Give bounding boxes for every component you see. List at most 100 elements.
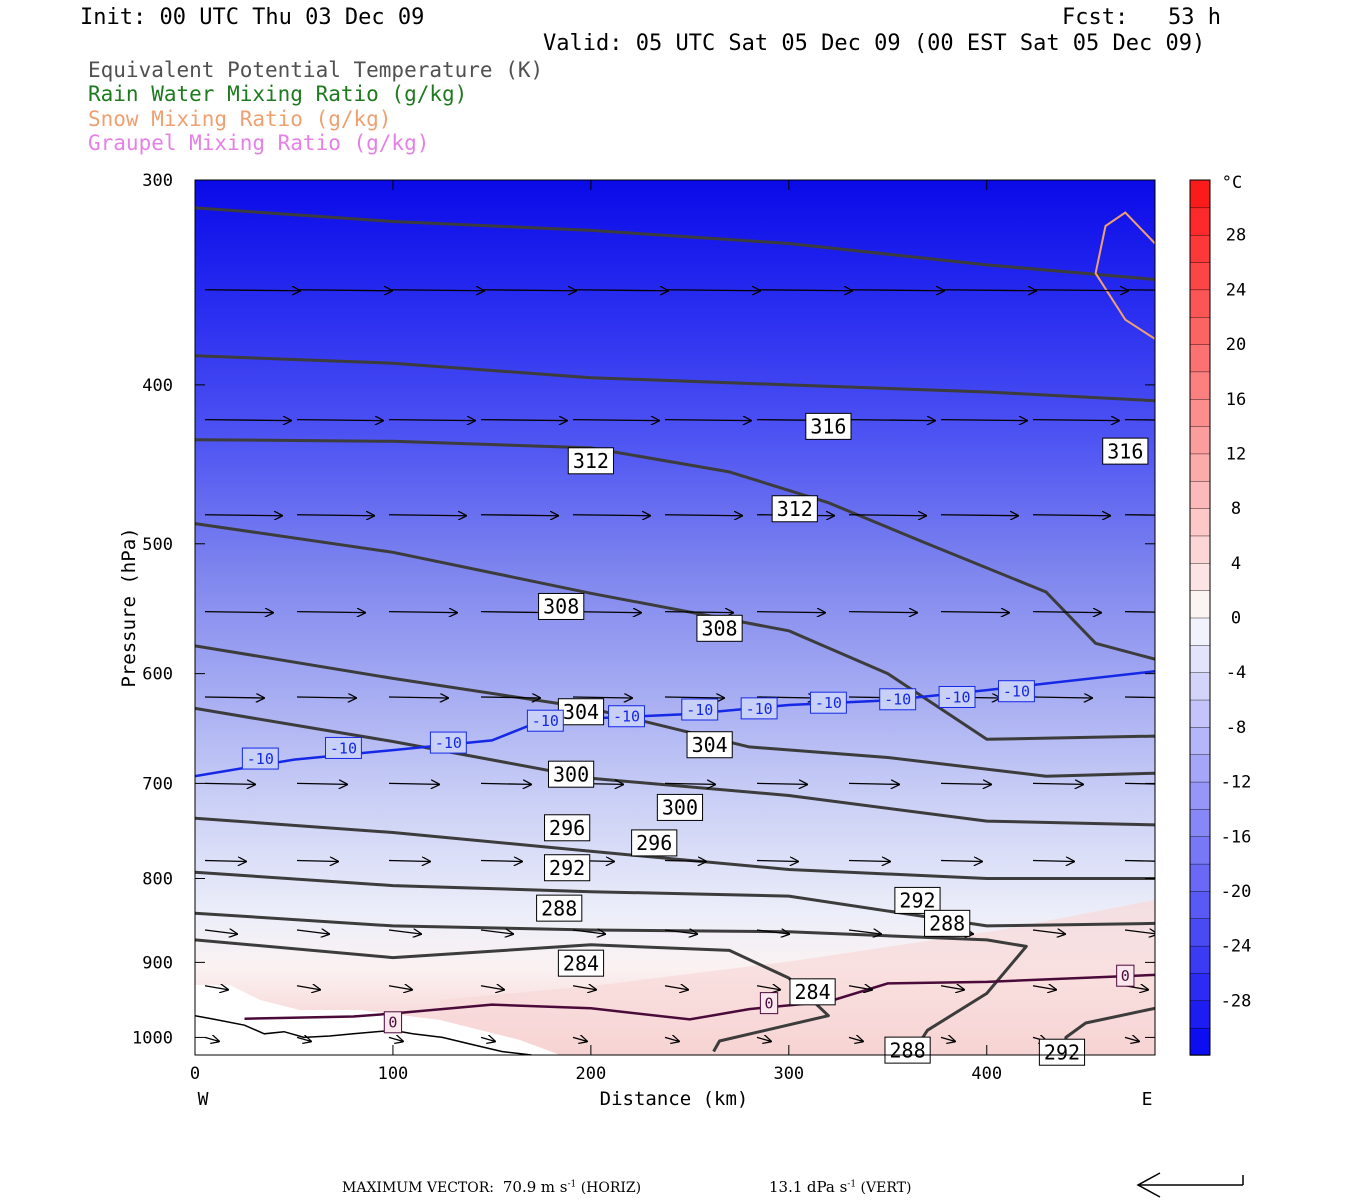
wind-vector bbox=[480, 860, 522, 861]
zero-isotherm-label: 0 bbox=[383, 1011, 403, 1034]
wind-vector bbox=[1124, 514, 1155, 516]
wind-vector bbox=[572, 290, 668, 291]
theta-e-label-288-text: 288 bbox=[929, 912, 965, 936]
colorbar-cell bbox=[1189, 425, 1211, 455]
colorbar-label: -24 bbox=[1221, 937, 1252, 957]
vert-unit: dPa s bbox=[806, 1178, 848, 1196]
zero-isotherm-label: 0 bbox=[759, 992, 779, 1015]
colorbar-cell bbox=[1189, 562, 1211, 591]
wind-vector bbox=[1032, 860, 1074, 861]
theta-e-label-296-text: 296 bbox=[636, 831, 672, 855]
wind-vector bbox=[848, 612, 917, 613]
wind-vector bbox=[572, 612, 641, 613]
minus10-isotherm-label: -10 bbox=[325, 736, 362, 759]
wind-vector bbox=[848, 783, 899, 784]
wind-vector bbox=[388, 930, 421, 934]
theta-e-label-316-text: 316 bbox=[810, 415, 846, 439]
wind-vector bbox=[388, 515, 466, 516]
zero-isotherm-label-box bbox=[759, 992, 779, 1015]
wind-vector bbox=[664, 515, 742, 516]
wind-vector bbox=[388, 420, 475, 421]
wind-vector bbox=[664, 860, 706, 861]
wind-vector bbox=[1124, 1037, 1139, 1041]
colorbar-label: -20 bbox=[1221, 882, 1252, 902]
wind-vector bbox=[204, 783, 255, 784]
wind-vector bbox=[940, 986, 964, 990]
minus10-isotherm-label-box bbox=[997, 680, 1035, 703]
colorbar-cell bbox=[1189, 289, 1211, 318]
wind-vector bbox=[480, 515, 558, 516]
wind-vector bbox=[480, 420, 567, 421]
theta-e-label-288-text: 288 bbox=[890, 1038, 926, 1062]
init-time: Init: 00 UTC Thu 03 Dec 09 bbox=[80, 5, 425, 30]
legend-theta-e: Equivalent Potential Temperature (K) bbox=[88, 58, 544, 82]
wind-vector bbox=[848, 930, 881, 934]
theta-e-label-300: 300 bbox=[656, 793, 704, 821]
theta-e-label-292-box bbox=[1038, 1038, 1086, 1066]
colorbar-frame bbox=[1189, 179, 1211, 1056]
wind-vector bbox=[296, 783, 347, 784]
max-vector-label: MAXIMUM VECTOR: bbox=[342, 1180, 494, 1196]
theta-e-304-contour bbox=[195, 644, 1155, 778]
horiz-unit-exp: -1 bbox=[567, 1179, 577, 1190]
wind-vector bbox=[664, 783, 715, 784]
x-axis-label: Distance (km) bbox=[600, 1088, 749, 1110]
wind-vector bbox=[480, 290, 576, 291]
wind-vector bbox=[296, 290, 392, 291]
colorbar-unit: °C bbox=[1222, 173, 1242, 193]
colorbar-label: 20 bbox=[1226, 335, 1246, 355]
theta-e-288-contour bbox=[195, 911, 1028, 1055]
wind-vector bbox=[572, 420, 659, 421]
wind-vector bbox=[1032, 930, 1065, 934]
vert-tag: (VERT) bbox=[860, 1180, 912, 1196]
minus10-isotherm-label-box bbox=[809, 691, 847, 714]
wind-vector bbox=[664, 1037, 679, 1041]
wind-vector bbox=[940, 612, 1009, 613]
theta-e-label-308-box bbox=[538, 592, 585, 620]
wind-vector bbox=[940, 783, 991, 784]
x-tick-label: 0 bbox=[190, 1064, 200, 1084]
colorbar-cell bbox=[1189, 343, 1211, 373]
theta-e-label-284-text: 284 bbox=[795, 980, 831, 1004]
theta-e-label-288-box bbox=[924, 909, 971, 937]
theta-e-292-contour bbox=[195, 870, 1155, 928]
theta-e-label-316: 316 bbox=[1102, 437, 1149, 465]
horiz-unit: m s bbox=[540, 1178, 568, 1196]
wind-vector bbox=[388, 783, 439, 784]
wind-vector bbox=[296, 930, 329, 934]
wind-vector bbox=[204, 697, 264, 698]
wind-vector bbox=[480, 986, 504, 990]
colorbar-cell bbox=[1189, 808, 1211, 837]
theta-e-label-288: 288 bbox=[884, 1036, 931, 1064]
theta-e-label-288-box bbox=[884, 1036, 931, 1064]
theta-e-label-308: 308 bbox=[538, 592, 585, 620]
theta-e-label-284-box bbox=[789, 978, 836, 1006]
wind-vector bbox=[296, 860, 338, 861]
zero-isotherm-label: 0 bbox=[1116, 964, 1135, 987]
theta-e-label-284-box bbox=[557, 949, 605, 977]
theta-e-label-296: 296 bbox=[631, 829, 678, 857]
wind-vector bbox=[296, 612, 365, 613]
colorbar-cell bbox=[1189, 918, 1211, 947]
minus10-isotherm-label-box bbox=[740, 697, 778, 720]
y-tick-label: 800 bbox=[142, 870, 173, 890]
vert-vector-note: 13.1 dPa s-1 (VERT) bbox=[769, 1178, 911, 1196]
theta-e-label-300-box bbox=[656, 793, 704, 821]
wind-vector bbox=[296, 515, 374, 516]
minus10-isotherm-label-text: -10 bbox=[613, 708, 640, 726]
wind-vector bbox=[756, 612, 825, 613]
colorbar-label: -28 bbox=[1221, 991, 1252, 1011]
theta-e-label-292: 292 bbox=[894, 886, 941, 914]
y-tick-label: 500 bbox=[142, 535, 173, 555]
colorbar-cell bbox=[1189, 671, 1211, 701]
theta-e-284-contour bbox=[195, 938, 830, 1053]
colorbar-cell bbox=[1189, 507, 1211, 537]
theta-e-label-312-text: 312 bbox=[573, 449, 609, 473]
theta-e-label-308: 308 bbox=[696, 614, 743, 642]
theta-e-label-284: 284 bbox=[789, 978, 836, 1006]
colorbar-cell bbox=[1189, 371, 1211, 400]
minus10-isotherm-label-text: -10 bbox=[532, 712, 559, 730]
colorbar-cell bbox=[1189, 617, 1211, 646]
theta-e-label-300-text: 300 bbox=[553, 762, 589, 786]
wind-vector bbox=[480, 930, 513, 934]
